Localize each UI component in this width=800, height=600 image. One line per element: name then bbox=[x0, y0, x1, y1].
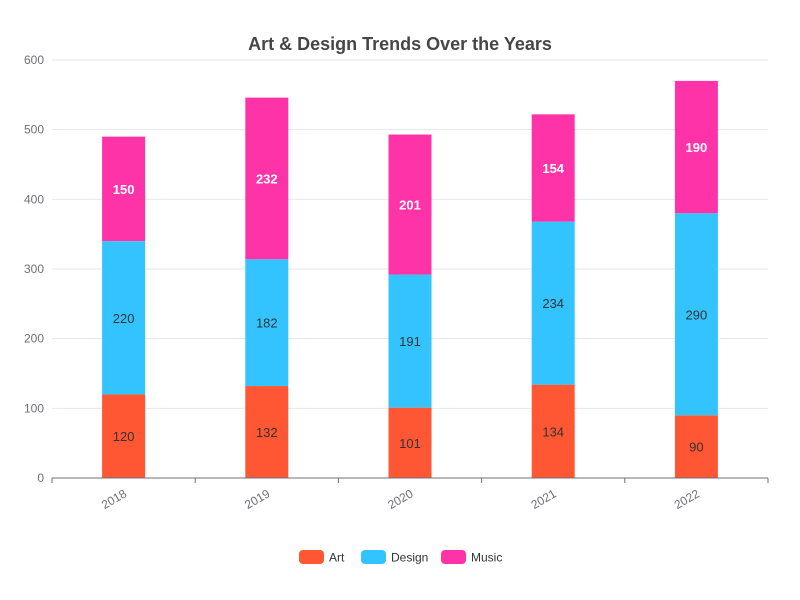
bar-music-2019[interactable] bbox=[245, 97, 289, 260]
data-label: 134 bbox=[542, 424, 564, 439]
bar-art-2021[interactable] bbox=[531, 384, 575, 478]
legend-label-art[interactable]: Art bbox=[329, 551, 345, 565]
legend-label-music[interactable]: Music bbox=[471, 551, 502, 565]
x-tick-label: 2021 bbox=[529, 486, 559, 512]
y-tick-label: 0 bbox=[37, 471, 44, 485]
bar-design-2021[interactable] bbox=[531, 221, 575, 385]
data-label: 191 bbox=[399, 334, 421, 349]
bar-art-2018[interactable] bbox=[102, 394, 146, 478]
y-tick-label: 300 bbox=[24, 262, 44, 276]
legend-swatch-music[interactable] bbox=[441, 550, 466, 564]
data-label: 154 bbox=[542, 161, 564, 176]
y-tick-label: 200 bbox=[24, 332, 44, 346]
legend-swatch-art[interactable] bbox=[299, 550, 324, 564]
data-label: 190 bbox=[686, 140, 708, 155]
bar-art-2022[interactable] bbox=[674, 415, 718, 478]
legend-swatch-design[interactable] bbox=[361, 550, 386, 564]
bar-art-2020[interactable] bbox=[388, 407, 432, 478]
bar-design-2020[interactable] bbox=[388, 274, 432, 408]
y-tick-label: 500 bbox=[24, 123, 44, 137]
data-label: 182 bbox=[256, 316, 278, 331]
data-label: 90 bbox=[689, 440, 703, 455]
bar-art-2019[interactable] bbox=[245, 386, 289, 478]
data-label: 234 bbox=[542, 296, 564, 311]
bar-music-2020[interactable] bbox=[388, 134, 432, 275]
x-tick-label: 2020 bbox=[385, 486, 415, 512]
y-tick-label: 600 bbox=[24, 53, 44, 67]
bar-design-2019[interactable] bbox=[245, 259, 289, 387]
bars bbox=[102, 80, 718, 478]
data-label: 232 bbox=[256, 171, 278, 186]
bar-music-2022[interactable] bbox=[674, 80, 718, 214]
data-label: 201 bbox=[399, 198, 421, 213]
data-label: 132 bbox=[256, 425, 278, 440]
y-tick-label: 400 bbox=[24, 192, 44, 206]
chart-title: Art & Design Trends Over the Years bbox=[248, 34, 552, 54]
data-label: 290 bbox=[686, 307, 708, 322]
y-axis-ticks: 0 100 200 300 400 500 600 bbox=[24, 53, 44, 485]
x-tick-label: 2018 bbox=[99, 486, 129, 512]
data-labels: 120 220 150 132 182 232 101 191 201 134 234 154 90 29… bbox=[113, 140, 708, 455]
bar-design-2022[interactable] bbox=[674, 213, 718, 416]
legend: Art Design Music bbox=[299, 550, 502, 565]
x-tick-label: 2022 bbox=[672, 486, 702, 512]
y-tick-label: 100 bbox=[24, 401, 44, 415]
bar-music-2021[interactable] bbox=[531, 114, 575, 222]
data-label: 120 bbox=[113, 429, 135, 444]
data-label: 150 bbox=[113, 182, 135, 197]
x-tick-label: 2019 bbox=[242, 486, 272, 512]
legend-label-design[interactable]: Design bbox=[391, 551, 428, 565]
data-label: 101 bbox=[399, 436, 421, 451]
bar-music-2018[interactable] bbox=[102, 136, 146, 242]
data-label: 220 bbox=[113, 311, 135, 326]
bar-design-2018[interactable] bbox=[102, 241, 146, 395]
x-axis: 2018 2019 2020 2021 2022 bbox=[51, 477, 769, 512]
